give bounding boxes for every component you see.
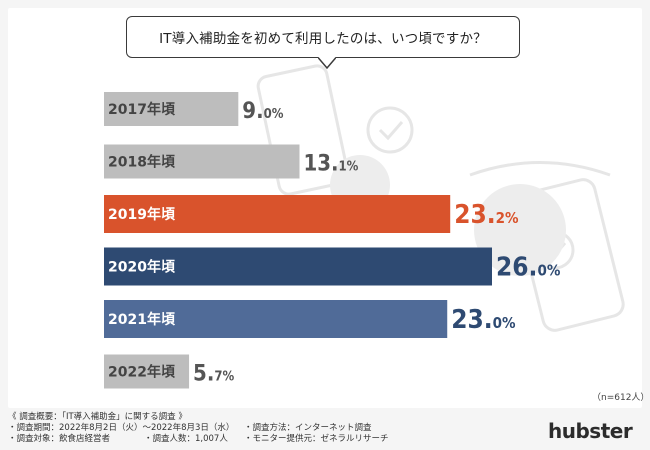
bar-2 [104, 195, 451, 233]
survey-heading: 《 調査概要：「IT導入補助金」に関する調査 》 [8, 412, 187, 422]
category-label-1: 2018年頃 [108, 154, 176, 171]
survey-panel: ・モニター提供元：ゼネラルリサーチ [244, 434, 389, 444]
survey-count: ・調査人数：1,007人 [144, 434, 228, 444]
value-label-1: 13.1% [303, 152, 358, 177]
survey-summary: 《 調査概要：「IT導入補助金」に関する調査 》 ・調査期間：2022年8月2日… [8, 412, 568, 448]
bar-1 [104, 144, 300, 179]
question-title: IT導入補助金を初めて利用したのは、いつ頃ですか？ [126, 16, 520, 58]
bar-0 [104, 92, 239, 126]
speech-bubble-tail [318, 57, 336, 69]
sample-size-note: （n=612人） [592, 393, 650, 403]
category-label-5: 2022年頃 [108, 364, 176, 381]
value-label-2: 23.2% [454, 200, 519, 230]
bar-3 [104, 247, 492, 286]
category-label-3: 2020年頃 [108, 259, 176, 276]
value-label-5: 5.7% [193, 362, 234, 387]
value-label-0: 9.0% [242, 99, 283, 124]
survey-period: ・調査期間：2022年8月2日（火）〜2022年8月3日（水） [8, 423, 235, 433]
category-label-4: 2021年頃 [108, 311, 176, 328]
hubster-logo: hubster [548, 419, 633, 443]
category-label-2: 2019年頃 [108, 206, 176, 223]
value-label-4: 23.0% [451, 305, 516, 335]
bar-4 [104, 300, 448, 338]
category-label-0: 2017年頃 [108, 101, 176, 118]
bar-5 [104, 354, 190, 389]
survey-method: ・調査方法：インターネット調査 [244, 423, 372, 433]
survey-target: ・調査対象：飲食店経営者 [8, 434, 111, 444]
value-label-3: 26.0% [496, 253, 561, 283]
